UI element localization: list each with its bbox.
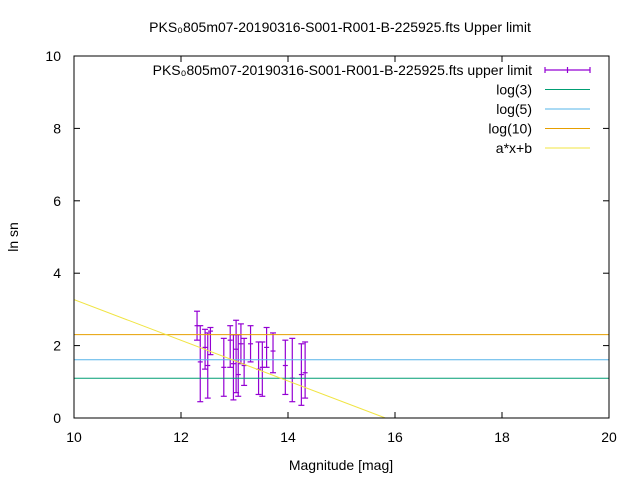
error-bar-point — [263, 326, 270, 368]
legend-label: PKS₀805m07-20190316-S001-R001-B-225925.f… — [153, 62, 532, 78]
legend-label: a*x+b — [496, 140, 532, 156]
error-bar-point — [241, 337, 248, 387]
x-axis-label: Magnitude [mag] — [289, 457, 393, 473]
fit-line — [74, 299, 386, 418]
error-bar-point — [270, 332, 277, 374]
y-tick-label: 0 — [53, 410, 61, 426]
y-axis-label: ln sn — [5, 222, 21, 252]
y-tick-label: 2 — [53, 338, 61, 354]
y-tick-label: 8 — [53, 120, 61, 136]
x-tick-label: 18 — [494, 429, 510, 445]
legend-entry: a*x+b — [496, 140, 590, 156]
error-bar-point — [237, 323, 244, 365]
x-tick-label: 16 — [387, 429, 403, 445]
error-bar-point — [289, 337, 296, 403]
y-tick-label: 10 — [45, 48, 61, 64]
chart-title: PKS₀805m07-20190316-S001-R001-B-225925.f… — [149, 19, 531, 35]
error-bar-point — [298, 343, 305, 406]
y-tick-label: 4 — [53, 265, 61, 281]
legend-entry: log(10) — [488, 121, 590, 137]
error-bar-point — [282, 339, 289, 396]
legend-label: log(10) — [488, 121, 532, 137]
plot-area — [74, 299, 609, 418]
x-tick-label: 20 — [601, 429, 617, 445]
error-bar-point — [207, 326, 214, 356]
x-tick-label: 12 — [173, 429, 189, 445]
axes: 10 12 14 16 18 20 0 2 4 6 8 10 — [45, 48, 617, 445]
error-bar-point — [247, 325, 254, 363]
error-bar-point — [220, 337, 227, 397]
y-tick-label: 6 — [53, 193, 61, 209]
legend-label: log(5) — [496, 101, 532, 117]
legend: PKS₀805m07-20190316-S001-R001-B-225925.f… — [153, 62, 591, 156]
error-bar-point — [197, 325, 204, 403]
plot-frame — [73, 55, 610, 419]
legend-entry: log(3) — [496, 82, 590, 98]
x-tick-label: 10 — [66, 429, 82, 445]
legend-entry: PKS₀805m07-20190316-S001-R001-B-225925.f… — [153, 62, 591, 78]
legend-entry: log(5) — [496, 101, 590, 117]
error-bar-point — [227, 325, 234, 368]
x-tick-label: 14 — [280, 429, 296, 445]
error-bar-point — [302, 341, 309, 399]
error-bar-point — [255, 341, 262, 396]
legend-label: log(3) — [496, 82, 532, 98]
error-bar-point — [204, 332, 211, 399]
